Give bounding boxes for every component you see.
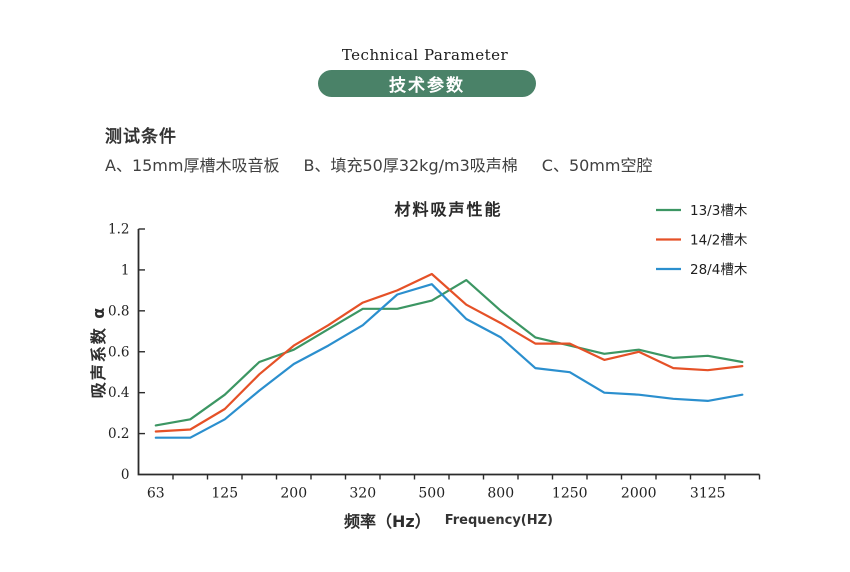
legend-label-2: 28/4槽木 (690, 262, 748, 278)
page-title-en: Technical Parameter (341, 46, 509, 64)
conditions-heading: 测试条件 (105, 127, 177, 147)
y-tick-label: 0.4 (108, 385, 129, 401)
section-badge-label: 技术参数 (389, 76, 465, 96)
legend-label-1: 14/2槽木 (690, 232, 748, 248)
legend-label-0: 13/3槽木 (690, 203, 748, 219)
y-tick-label: 0.6 (108, 344, 129, 360)
x-tick-label: 3125 (690, 486, 726, 502)
axis-lines (137, 229, 760, 476)
y-tick-label: 1.2 (108, 222, 129, 238)
x-tick-label: 1250 (552, 486, 588, 502)
x-tick-label: 800 (487, 486, 514, 502)
x-axis-title: 频率（Hz） Frequency(HZ) (138, 508, 759, 532)
x-tick-label: 500 (418, 486, 445, 502)
conditions-row: A、15mm厚槽木吸音板 B、填充50厚32kg/m3吸声棉 C、50mm空腔 (105, 152, 845, 176)
condition-item-c: C、50mm空腔 (541, 156, 653, 175)
y-tick-label: 0 (121, 467, 130, 483)
x-axis-title-en: Frequency(HZ) (444, 512, 553, 528)
x-tick-label: 2000 (621, 486, 657, 502)
x-tick-label: 200 (280, 486, 307, 502)
y-tick-label: 0.2 (108, 426, 129, 442)
section-badge: 技术参数 (318, 70, 536, 97)
y-tick-label: 0.8 (108, 303, 129, 319)
chart-title: 材料吸声性能 (394, 200, 503, 219)
y-tick-label: 1 (121, 262, 130, 278)
condition-item-b: B、填充50厚32kg/m3吸声棉 (303, 156, 518, 175)
x-axis-title-zh: 频率（Hz） (344, 512, 431, 531)
condition-item-a: A、15mm厚槽木吸音板 (105, 156, 280, 175)
series-line-1 (154, 272, 744, 433)
x-tick-label: 63 (147, 486, 165, 502)
x-tick-label: 125 (211, 486, 238, 502)
x-tick-label: 320 (349, 486, 376, 502)
series-line-2 (154, 283, 744, 439)
